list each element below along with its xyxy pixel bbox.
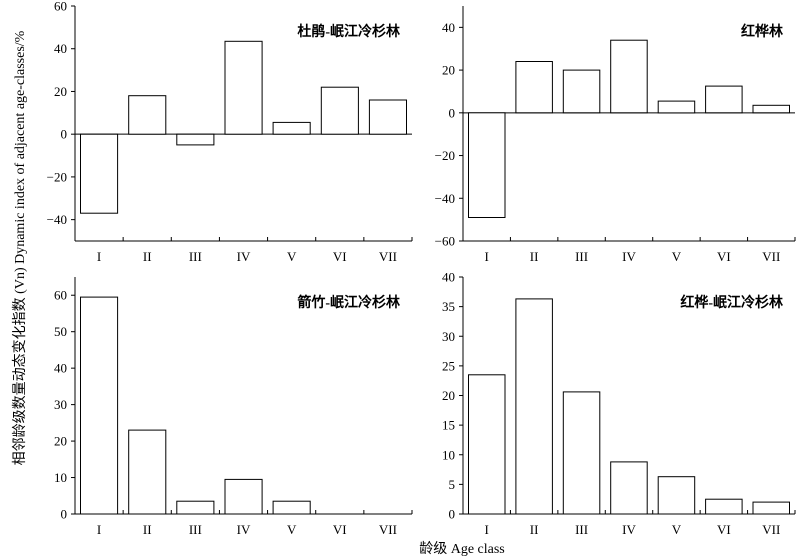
bar-II [128, 95, 167, 135]
y-tick-label: 30 [442, 329, 455, 344]
y-tick-label: 40 [442, 20, 455, 35]
x-tick-label: III [575, 522, 588, 537]
y-tick-label: 20 [442, 63, 455, 78]
bar-III [562, 391, 601, 515]
y-tick-label: 30 [54, 397, 67, 412]
x-tick-label: VI [333, 522, 347, 537]
x-tick-label: II [530, 249, 539, 264]
x-tick-label: V [672, 249, 682, 264]
bar-VII [752, 104, 790, 114]
bar-I [468, 374, 506, 515]
bar-II [128, 429, 167, 515]
y-tick-label: 60 [54, 288, 67, 303]
x-tick-label: IV [622, 522, 636, 537]
panel-title: 红桦-岷江冷杉林 [680, 294, 783, 311]
panel-title: 杜鹃-岷江冷杉林 [297, 23, 400, 40]
x-tick-label: IV [622, 249, 636, 264]
y-tick-label: 5 [449, 477, 456, 492]
x-tick-label: IV [237, 249, 251, 264]
x-tick-label: VII [379, 522, 397, 537]
y-tick-label: 0 [61, 507, 68, 522]
panel-title: 箭竹-岷江冷杉林 [297, 294, 400, 311]
y-tick-label: 40 [54, 361, 67, 376]
x-tick-label: VI [717, 522, 731, 537]
bar-V [272, 121, 311, 135]
bar-III [176, 500, 215, 515]
panel-title: 红桦林 [741, 23, 783, 40]
y-tick-label: 40 [442, 270, 455, 285]
y-tick-label: −20 [47, 169, 67, 184]
bar-IV [224, 40, 263, 135]
y-tick-label: 60 [54, 0, 67, 14]
y-tick-label: 0 [61, 127, 68, 142]
bar-IV [224, 478, 263, 515]
bar-VII [752, 501, 790, 515]
x-tick-label: V [287, 522, 297, 537]
bar-VI [320, 86, 359, 135]
x-tick-label: III [575, 249, 588, 264]
x-tick-label: V [287, 249, 297, 264]
bar-IV [610, 39, 648, 114]
y-tick-label: 20 [54, 434, 67, 449]
x-tick-label: IV [237, 522, 251, 537]
bar-III [562, 69, 601, 114]
x-tick-label: VII [762, 522, 780, 537]
y-tick-label: 15 [442, 418, 455, 433]
x-tick-label: II [143, 522, 152, 537]
y-tick-label: 40 [54, 41, 67, 56]
y-axis-title: 相邻龄级数量动态变化指数 (Vn) Dynamic index of adjac… [12, 30, 28, 465]
y-tick-label: 10 [442, 447, 455, 462]
bar-III [176, 133, 215, 146]
x-tick-label: I [97, 522, 101, 537]
x-tick-label: II [530, 522, 539, 537]
bar-VI [705, 85, 743, 114]
bar-I [468, 112, 506, 218]
y-tick-label: 20 [442, 388, 455, 403]
bar-I [80, 133, 119, 214]
x-tick-label: VI [717, 249, 731, 264]
y-tick-label: 10 [54, 470, 67, 485]
y-tick-label: 50 [54, 324, 67, 339]
x-tick-label: I [485, 522, 489, 537]
y-tick-label: 20 [54, 84, 67, 99]
bar-I [80, 296, 119, 515]
bar-V [657, 100, 696, 114]
bar-V [272, 500, 311, 515]
x-tick-label: I [485, 249, 489, 264]
y-tick-label: 25 [442, 358, 455, 373]
x-tick-label: V [672, 522, 682, 537]
y-tick-label: −40 [435, 191, 455, 206]
y-tick-label: −20 [435, 148, 455, 163]
x-tick-label: II [143, 249, 152, 264]
y-tick-label: 35 [442, 299, 455, 314]
y-tick-label: 0 [449, 105, 456, 120]
bar-VI [705, 498, 743, 515]
y-tick-label: 0 [449, 507, 456, 522]
x-tick-label: III [189, 249, 202, 264]
x-tick-label: I [97, 249, 101, 264]
bar-IV [610, 461, 648, 515]
y-tick-label: −60 [435, 234, 455, 249]
x-tick-label: VII [762, 249, 780, 264]
x-tick-label: VII [379, 249, 397, 264]
bar-VII [368, 99, 407, 135]
y-tick-label: −40 [47, 212, 67, 227]
x-tick-label: III [189, 522, 202, 537]
x-tick-label: VI [333, 249, 347, 264]
bar-II [515, 61, 553, 114]
x-axis-title: 龄级 Age class [419, 541, 505, 557]
bar-II [515, 298, 553, 515]
bar-V [657, 476, 696, 515]
